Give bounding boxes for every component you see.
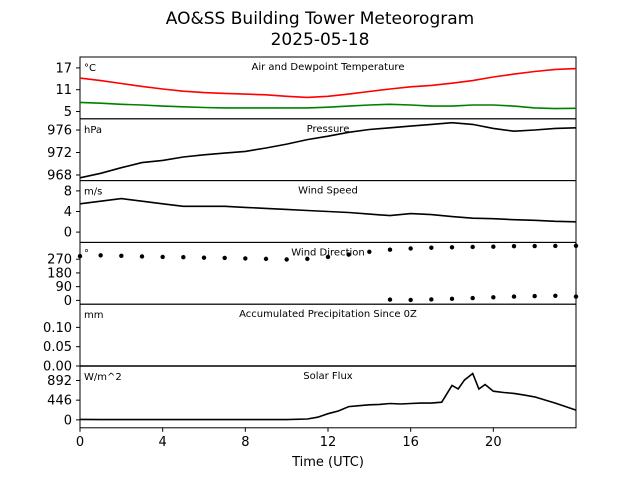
data-point-wind_direction_lower bbox=[511, 294, 517, 299]
data-point-wind_direction_upper bbox=[532, 243, 537, 249]
data-point-wind_direction_upper bbox=[181, 255, 186, 260]
panel-title: Accumulated Precipitation Since 0Z bbox=[239, 309, 417, 320]
panel-1: 968 972 976 hPa Pressure bbox=[47, 118, 577, 183]
y-tick-label: 0 bbox=[64, 226, 72, 241]
y-tick-label: 180 bbox=[47, 266, 72, 281]
y-tick-label: 976 bbox=[47, 124, 72, 139]
y-tick-label: 5 bbox=[64, 105, 72, 120]
data-point-wind_direction_upper bbox=[470, 244, 475, 250]
data-point-wind_direction_upper bbox=[325, 254, 331, 260]
data-point-wind_direction_upper bbox=[284, 257, 289, 262]
series-line-pressure bbox=[79, 121, 577, 179]
panel-title: Air and Dewpoint Temperature bbox=[252, 62, 405, 73]
data-point-wind_direction_upper bbox=[367, 249, 372, 255]
panel-5: 0 446 892 W/m^2 Solar Flux bbox=[47, 365, 577, 428]
data-point-wind_direction_upper bbox=[573, 243, 579, 248]
data-point-wind_direction_upper bbox=[511, 244, 517, 249]
panel-unit-label: °C bbox=[84, 63, 96, 74]
panels-group: 5 11 17 °C Air and Dewpoint Temperature 968 97… bbox=[43, 56, 579, 428]
data-point-wind_direction_upper bbox=[201, 255, 207, 260]
panel-unit-label: ° bbox=[84, 248, 89, 259]
data-point-wind_direction_lower bbox=[429, 297, 434, 302]
y-tick-label: 270 bbox=[47, 253, 72, 268]
y-tick-label: 11 bbox=[55, 83, 72, 98]
panel-title: Solar Flux bbox=[303, 371, 353, 382]
data-point-wind_direction_lower bbox=[470, 295, 475, 301]
data-point-wind_direction_lower bbox=[532, 293, 537, 299]
series-line-temperature bbox=[79, 67, 577, 99]
x-tick-label: 12 bbox=[320, 435, 337, 450]
data-point-wind_direction_upper bbox=[160, 254, 165, 260]
data-point-wind_direction_upper bbox=[387, 247, 393, 252]
data-point-wind_direction_upper bbox=[243, 256, 248, 261]
y-tick-label: 0.05 bbox=[43, 340, 72, 355]
data-point-wind_direction_lower bbox=[387, 297, 393, 302]
data-point-wind_direction_upper bbox=[305, 256, 310, 262]
x-tick-label: 0 bbox=[76, 435, 84, 450]
y-tick-label: 972 bbox=[47, 146, 72, 161]
y-tick-label: 892 bbox=[47, 374, 72, 389]
data-point-wind_direction_upper bbox=[408, 246, 413, 251]
data-point-wind_direction_upper bbox=[491, 244, 496, 249]
x-tick-label: 16 bbox=[402, 435, 419, 450]
x-tick-label: 20 bbox=[485, 435, 502, 450]
figure-title: AO&SS Building Tower Meteorogram bbox=[166, 9, 474, 29]
data-point-wind_direction_upper bbox=[119, 253, 124, 259]
y-tick-label: 968 bbox=[47, 168, 72, 183]
figure-subtitle: 2025-05-18 bbox=[271, 30, 370, 50]
panel-2: 0 4 8 m/s Wind Speed bbox=[64, 180, 577, 243]
panel-unit-label: W/m^2 bbox=[84, 372, 122, 383]
data-point-wind_direction_upper bbox=[346, 252, 351, 257]
y-tick-label: 0 bbox=[64, 413, 72, 428]
panel-unit-label: mm bbox=[84, 310, 103, 321]
panel-title: Wind Direction bbox=[291, 247, 365, 258]
data-point-wind_direction_upper bbox=[98, 253, 103, 258]
data-point-wind_direction_upper bbox=[139, 254, 145, 259]
panel-0: 5 11 17 °C Air and Dewpoint Temperature bbox=[55, 56, 577, 120]
y-tick-label: 446 bbox=[47, 394, 72, 409]
data-point-wind_direction_lower bbox=[491, 295, 496, 300]
series-line-solar_flux bbox=[79, 372, 577, 421]
y-tick-label: 0.00 bbox=[43, 360, 72, 375]
y-tick-label: 0 bbox=[64, 294, 72, 309]
data-point-wind_direction_upper bbox=[222, 255, 227, 261]
series-line-dewpoint bbox=[79, 101, 577, 110]
panel-unit-label: m/s bbox=[84, 187, 102, 198]
data-point-wind_direction_lower bbox=[408, 297, 413, 303]
data-point-wind_direction_upper bbox=[553, 243, 558, 249]
series-line-wind_speed bbox=[79, 197, 577, 223]
data-point-wind_direction_lower bbox=[573, 294, 579, 299]
y-tick-label: 4 bbox=[64, 205, 72, 220]
y-tick-label: 17 bbox=[55, 61, 72, 76]
panel-unit-label: hPa bbox=[84, 125, 102, 136]
panel-4: 0.00 0.05 0.10 mm Accumulated Precipitation … bbox=[43, 303, 577, 375]
x-axis: 0 4 8 12 16 20 bbox=[76, 427, 502, 450]
y-tick-label: 0.10 bbox=[43, 321, 72, 336]
y-tick-label: 8 bbox=[64, 184, 72, 199]
data-point-wind_direction_upper bbox=[77, 253, 83, 259]
data-point-wind_direction_upper bbox=[263, 256, 269, 262]
data-point-wind_direction_lower bbox=[449, 296, 455, 302]
x-axis-label: Time (UTC) bbox=[291, 455, 364, 470]
x-tick-label: 8 bbox=[241, 435, 249, 450]
panel-title: Pressure bbox=[307, 124, 350, 135]
data-point-wind_direction_upper bbox=[449, 245, 455, 250]
x-tick-label: 4 bbox=[159, 435, 167, 450]
panel-title: Wind Speed bbox=[298, 186, 358, 197]
data-point-wind_direction_lower bbox=[553, 293, 558, 299]
data-point-wind_direction_upper bbox=[429, 245, 434, 250]
y-tick-label: 90 bbox=[55, 280, 72, 295]
